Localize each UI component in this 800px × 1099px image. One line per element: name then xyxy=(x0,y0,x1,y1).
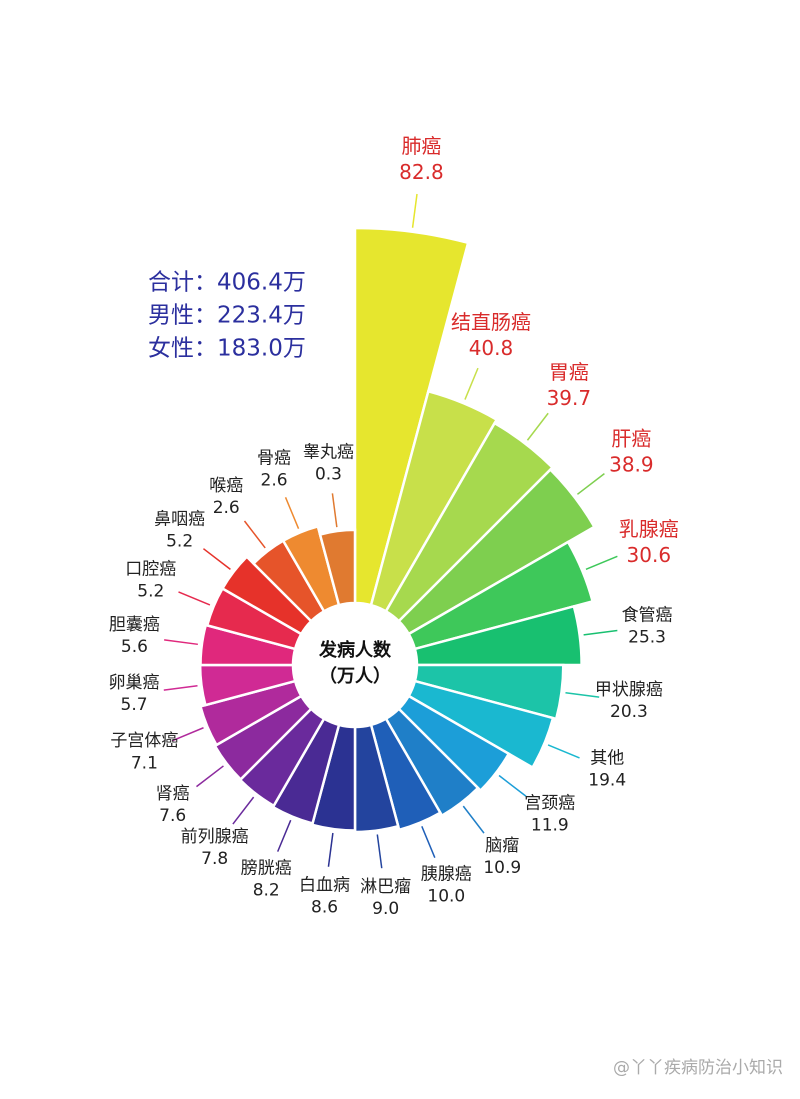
leader-line xyxy=(178,591,211,606)
center-circle xyxy=(293,603,417,727)
leader-line xyxy=(526,412,549,441)
category-label: 结直肠癌 xyxy=(451,310,531,334)
summary-female: 女性：183.0万 xyxy=(148,336,306,362)
category-label: 胃癌 xyxy=(549,360,589,384)
value-label: 11.9 xyxy=(531,816,569,836)
leader-line xyxy=(462,805,485,834)
leader-line xyxy=(163,684,198,691)
value-label: 20.3 xyxy=(610,702,648,722)
value-label: 2.6 xyxy=(213,498,240,518)
category-label: 前列腺癌 xyxy=(181,827,249,847)
value-label: 5.6 xyxy=(121,637,148,657)
leader-line xyxy=(547,744,580,759)
category-label: 鼻咽癌 xyxy=(154,509,205,529)
value-label: 10.0 xyxy=(427,886,465,906)
value-label: 5.7 xyxy=(121,695,148,715)
leader-line xyxy=(277,819,292,852)
leader-line xyxy=(411,193,418,228)
value-label: 39.7 xyxy=(547,386,592,410)
leader-line xyxy=(232,796,255,825)
category-label: 卵巢癌 xyxy=(109,673,160,693)
value-label: 10.9 xyxy=(483,858,521,878)
value-label: 0.3 xyxy=(315,465,342,485)
value-label: 7.1 xyxy=(131,753,158,773)
category-label: 甲状腺癌 xyxy=(595,680,663,700)
category-label: 肺癌 xyxy=(401,134,441,158)
leader-line xyxy=(171,727,204,742)
value-label: 7.8 xyxy=(201,849,228,869)
leader-line xyxy=(376,834,383,869)
leader-line xyxy=(164,639,198,646)
leader-line xyxy=(464,367,479,400)
category-label: 胰腺癌 xyxy=(421,864,472,884)
summary-male: 男性：223.4万 xyxy=(148,303,306,329)
leader-line xyxy=(243,520,266,549)
value-label: 7.6 xyxy=(159,806,186,826)
category-label: 睾丸癌 xyxy=(303,443,354,463)
category-label: 乳腺癌 xyxy=(619,517,679,541)
leader-line xyxy=(421,826,436,859)
leader-line xyxy=(202,548,231,570)
category-label: 肝癌 xyxy=(611,426,651,450)
center-label: 发病人数 xyxy=(318,639,392,661)
value-label: 25.3 xyxy=(628,628,666,648)
leader-line xyxy=(565,691,600,698)
category-label: 食管癌 xyxy=(622,605,673,625)
value-label: 2.6 xyxy=(261,471,288,491)
leader-line xyxy=(327,832,334,867)
category-label: 膀胱癌 xyxy=(241,858,292,878)
category-label: 淋巴瘤 xyxy=(360,877,411,897)
category-label: 肾癌 xyxy=(156,784,190,804)
value-label: 40.8 xyxy=(469,336,514,360)
value-label: 38.9 xyxy=(609,452,654,476)
value-label: 5.2 xyxy=(166,531,193,551)
category-label: 口腔癌 xyxy=(125,559,176,579)
leader-line xyxy=(196,765,224,788)
category-label: 脑瘤 xyxy=(485,836,519,856)
leader-line xyxy=(498,774,527,797)
category-label: 子宫体癌 xyxy=(110,731,178,751)
value-label: 82.8 xyxy=(399,160,444,184)
center-unit: （万人） xyxy=(319,666,391,687)
leader-line xyxy=(576,473,605,495)
value-label: 5.2 xyxy=(137,581,164,601)
leader-line xyxy=(585,555,618,571)
value-label: 8.2 xyxy=(253,880,280,900)
leader-line xyxy=(284,497,300,530)
value-label: 8.6 xyxy=(311,898,338,918)
watermark: @丫丫疾病防治小知识 xyxy=(613,1058,783,1078)
value-label: 19.4 xyxy=(588,771,626,791)
category-label: 其他 xyxy=(590,748,624,768)
leader-line xyxy=(331,493,338,528)
category-label: 胆囊癌 xyxy=(109,615,160,635)
category-label: 喉癌 xyxy=(209,476,243,496)
value-label: 9.0 xyxy=(372,899,399,919)
leader-line xyxy=(583,629,618,636)
category-label: 骨癌 xyxy=(257,449,291,469)
value-label: 30.6 xyxy=(627,543,672,567)
summary-total: 合计：406.4万 xyxy=(148,270,306,296)
category-label: 白血病 xyxy=(299,875,350,895)
category-label: 宫颈癌 xyxy=(524,793,575,813)
